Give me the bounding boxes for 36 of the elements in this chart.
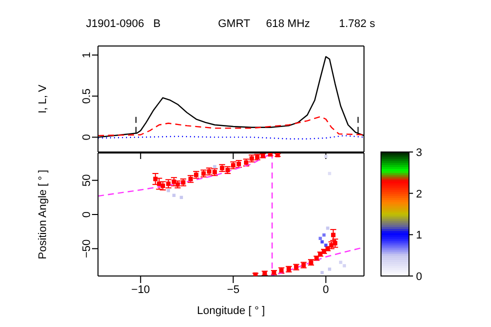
point <box>320 240 324 244</box>
point <box>156 182 162 186</box>
y-tick-label: 50 <box>80 174 93 186</box>
point <box>339 260 342 264</box>
line-series <box>98 116 364 136</box>
x-tick-label: 0 <box>322 284 329 296</box>
point <box>331 232 336 238</box>
color-bar-label: 2 <box>416 188 422 200</box>
x-axis-title: Longitude [ ° ] <box>196 305 266 317</box>
point <box>332 241 338 246</box>
point <box>324 154 328 158</box>
chart-title: J1901-0906 B <box>86 18 161 30</box>
x-tick-label: −5 <box>226 284 240 296</box>
point <box>342 264 346 268</box>
point <box>153 176 158 182</box>
point <box>172 180 176 184</box>
color-bar-label: 3 <box>416 147 422 159</box>
text: 618 MHz <box>266 18 310 30</box>
point <box>324 244 328 247</box>
point <box>328 268 332 271</box>
text: GMRT <box>218 18 250 30</box>
y-tick-label: 0.5 <box>80 88 93 104</box>
y-tick-label: 0 <box>80 134 93 140</box>
point <box>166 182 171 186</box>
y-tick-label: 1 <box>80 52 93 58</box>
y-tick-label: −50 <box>80 239 93 258</box>
y-axis-title: I, L, V <box>36 84 49 114</box>
x-tick-label: −10 <box>131 284 150 296</box>
color-bar-label: 1 <box>416 230 422 242</box>
point <box>160 184 166 188</box>
point <box>326 226 330 230</box>
color-bar-label: 0 <box>416 271 422 283</box>
y-axis-title: Position Angle [ ° ] <box>36 170 49 260</box>
y-tick-label: 0 <box>80 211 93 218</box>
text: 1.782 s <box>339 18 376 30</box>
point <box>318 236 322 240</box>
